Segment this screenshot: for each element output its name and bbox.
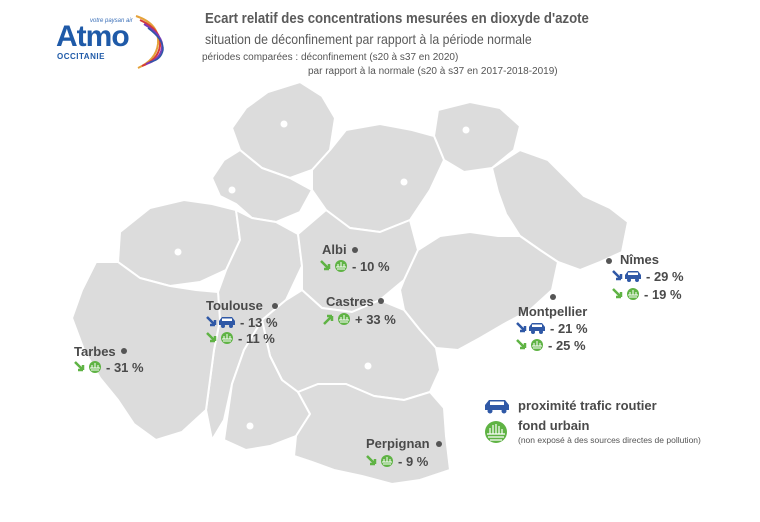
department-ariege bbox=[223, 319, 311, 451]
traffic-icon bbox=[516, 322, 545, 334]
traffic-icon bbox=[206, 316, 235, 328]
city-label-nimes: Nîmes bbox=[620, 252, 660, 267]
montpellier-traffic-value: - 21 % bbox=[550, 321, 588, 336]
nimes-urban-value: - 19 % bbox=[644, 287, 682, 302]
albi-urban-value: - 10 % bbox=[352, 259, 390, 274]
urban-background-icon bbox=[485, 421, 507, 443]
period-note-line1: périodes comparées : déconfinement (s20 … bbox=[202, 52, 459, 63]
urban-icon bbox=[366, 455, 393, 467]
department-lot bbox=[231, 81, 336, 179]
prefecture-dot bbox=[400, 178, 408, 186]
prefecture-dot bbox=[280, 120, 288, 128]
montpellier-urban-value: - 25 % bbox=[548, 338, 586, 353]
logo-swoosh-icon bbox=[135, 15, 164, 69]
legend-urban-note: (non exposé à des sources directes de po… bbox=[518, 435, 701, 445]
map-title: Ecart relatif des concentrations mesurée… bbox=[205, 10, 589, 27]
department-pyrenees-orientales bbox=[293, 383, 451, 485]
city-label-perpignan: Perpignan bbox=[366, 436, 430, 451]
logo-subtitle: OCCITANIE bbox=[57, 52, 105, 61]
prefecture-dot bbox=[364, 362, 372, 370]
atmo-occitanie-logo: votre paysan air Atmo OCCITANIE bbox=[56, 14, 166, 74]
city-dot-nimes bbox=[606, 258, 612, 264]
traffic-icon bbox=[612, 270, 641, 282]
car-icon bbox=[485, 400, 509, 414]
map-subtitle: situation de déconfinement par rapport à… bbox=[205, 31, 532, 47]
department-aveyron bbox=[311, 123, 445, 233]
prefecture-dot bbox=[228, 186, 236, 194]
urban-icon bbox=[320, 260, 347, 272]
prefecture-dot bbox=[462, 126, 470, 134]
department-gers bbox=[117, 199, 241, 287]
department-hautes-pyrenees bbox=[71, 261, 221, 441]
nimes-traffic-value: - 29 % bbox=[646, 269, 684, 284]
city-label-albi: Albi bbox=[322, 242, 347, 257]
urban-icon bbox=[612, 288, 639, 300]
urban-icon bbox=[74, 361, 101, 373]
city-dot-perpignan bbox=[436, 441, 442, 447]
legend-traffic-label: proximité trafic routier bbox=[518, 398, 657, 413]
logo-tagline: votre paysan air bbox=[90, 18, 133, 24]
perpignan-urban-value: - 9 % bbox=[398, 454, 429, 469]
city-dot-albi bbox=[352, 247, 358, 253]
prefecture-dot bbox=[174, 248, 182, 256]
city-dot-castres bbox=[378, 298, 384, 304]
legend-urban-label: fond urbain bbox=[518, 418, 590, 433]
urban-icon bbox=[516, 339, 543, 351]
urban-increase-icon bbox=[323, 313, 350, 325]
city-dot-montpellier bbox=[550, 294, 556, 300]
city-label-montpellier: Montpellier bbox=[518, 304, 588, 319]
castres-urban-value: + 33 % bbox=[355, 312, 396, 327]
city-label-tarbes: Tarbes bbox=[74, 344, 116, 359]
period-note-line2: par rapport à la normale (s20 à s37 en 2… bbox=[308, 66, 558, 77]
tarbes-urban-value: - 31 % bbox=[106, 360, 144, 375]
city-dot-toulouse bbox=[272, 303, 278, 309]
prefecture-dot bbox=[246, 422, 254, 430]
city-label-toulouse: Toulouse bbox=[206, 298, 263, 313]
urban-icon bbox=[206, 332, 233, 344]
logo-wordmark: Atmo bbox=[56, 20, 130, 53]
city-label-castres: Castres bbox=[326, 294, 374, 309]
toulouse-urban-value: - 11 % bbox=[238, 331, 275, 346]
toulouse-traffic-value: - 13 % bbox=[240, 315, 278, 330]
city-dot-tarbes bbox=[121, 348, 127, 354]
